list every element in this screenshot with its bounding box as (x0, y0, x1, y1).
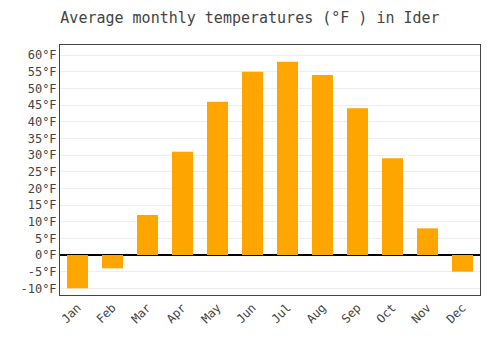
svg-text:30°F: 30°F (28, 148, 57, 162)
svg-text:Average monthly temperatures (: Average monthly temperatures (°F ) in Id… (60, 9, 439, 27)
svg-text:60°F: 60°F (28, 48, 57, 62)
svg-text:20°F: 20°F (28, 182, 57, 196)
svg-text:-5°F: -5°F (28, 265, 57, 279)
svg-text:Nov: Nov (409, 301, 434, 326)
svg-text:May: May (199, 301, 224, 326)
svg-text:Sep: Sep (339, 301, 364, 326)
svg-text:15°F: 15°F (28, 198, 57, 212)
svg-text:45°F: 45°F (28, 98, 57, 112)
svg-text:Oct: Oct (374, 301, 399, 326)
svg-text:Dec: Dec (444, 301, 469, 326)
svg-text:25°F: 25°F (28, 165, 57, 179)
svg-text:55°F: 55°F (28, 65, 57, 79)
svg-text:40°F: 40°F (28, 115, 57, 129)
svg-text:Jun: Jun (234, 301, 259, 326)
svg-text:Jul: Jul (269, 301, 294, 326)
svg-text:0°F: 0°F (35, 248, 57, 262)
svg-text:-10°F: -10°F (20, 282, 56, 296)
svg-text:Aug: Aug (304, 301, 329, 326)
svg-text:Feb: Feb (94, 301, 119, 326)
svg-text:Apr: Apr (164, 301, 189, 326)
svg-text:50°F: 50°F (28, 82, 57, 96)
svg-text:5°F: 5°F (35, 232, 57, 246)
svg-text:35°F: 35°F (28, 132, 57, 146)
svg-text:Mar: Mar (129, 301, 154, 326)
svg-text:Jan: Jan (59, 301, 84, 326)
svg-text:10°F: 10°F (28, 215, 57, 229)
